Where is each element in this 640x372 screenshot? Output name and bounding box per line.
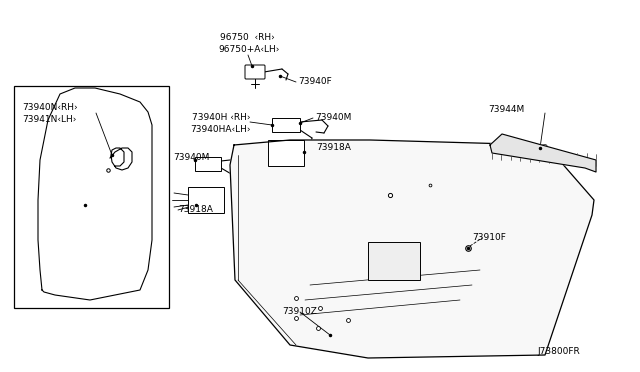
Polygon shape — [490, 134, 596, 172]
Text: 73940HA‹LH›: 73940HA‹LH› — [190, 125, 250, 134]
FancyBboxPatch shape — [245, 65, 265, 79]
Bar — [272, 118, 300, 132]
Text: 73940M: 73940M — [173, 153, 209, 161]
Bar — [188, 187, 224, 213]
Text: 73940N‹RH›: 73940N‹RH› — [22, 103, 77, 112]
Text: 73940H ‹RH›: 73940H ‹RH› — [192, 113, 250, 122]
Text: 73940M: 73940M — [315, 113, 351, 122]
Text: 73940F: 73940F — [298, 77, 332, 87]
Text: 73910Z: 73910Z — [282, 308, 317, 317]
Bar — [195, 157, 221, 171]
Text: 73941N‹LH›: 73941N‹LH› — [22, 115, 76, 125]
Text: 73944M: 73944M — [488, 106, 524, 115]
Polygon shape — [230, 140, 594, 358]
Text: 73910F: 73910F — [472, 234, 506, 243]
Text: J73800FR: J73800FR — [537, 346, 580, 356]
Text: 96750  ‹RH›: 96750 ‹RH› — [220, 33, 275, 42]
Text: 73918A: 73918A — [178, 205, 213, 215]
Bar — [368, 242, 420, 280]
Text: 96750+A‹LH›: 96750+A‹LH› — [218, 45, 280, 55]
Bar — [14, 86, 169, 308]
Bar — [268, 140, 304, 166]
Text: 73918A: 73918A — [316, 144, 351, 153]
